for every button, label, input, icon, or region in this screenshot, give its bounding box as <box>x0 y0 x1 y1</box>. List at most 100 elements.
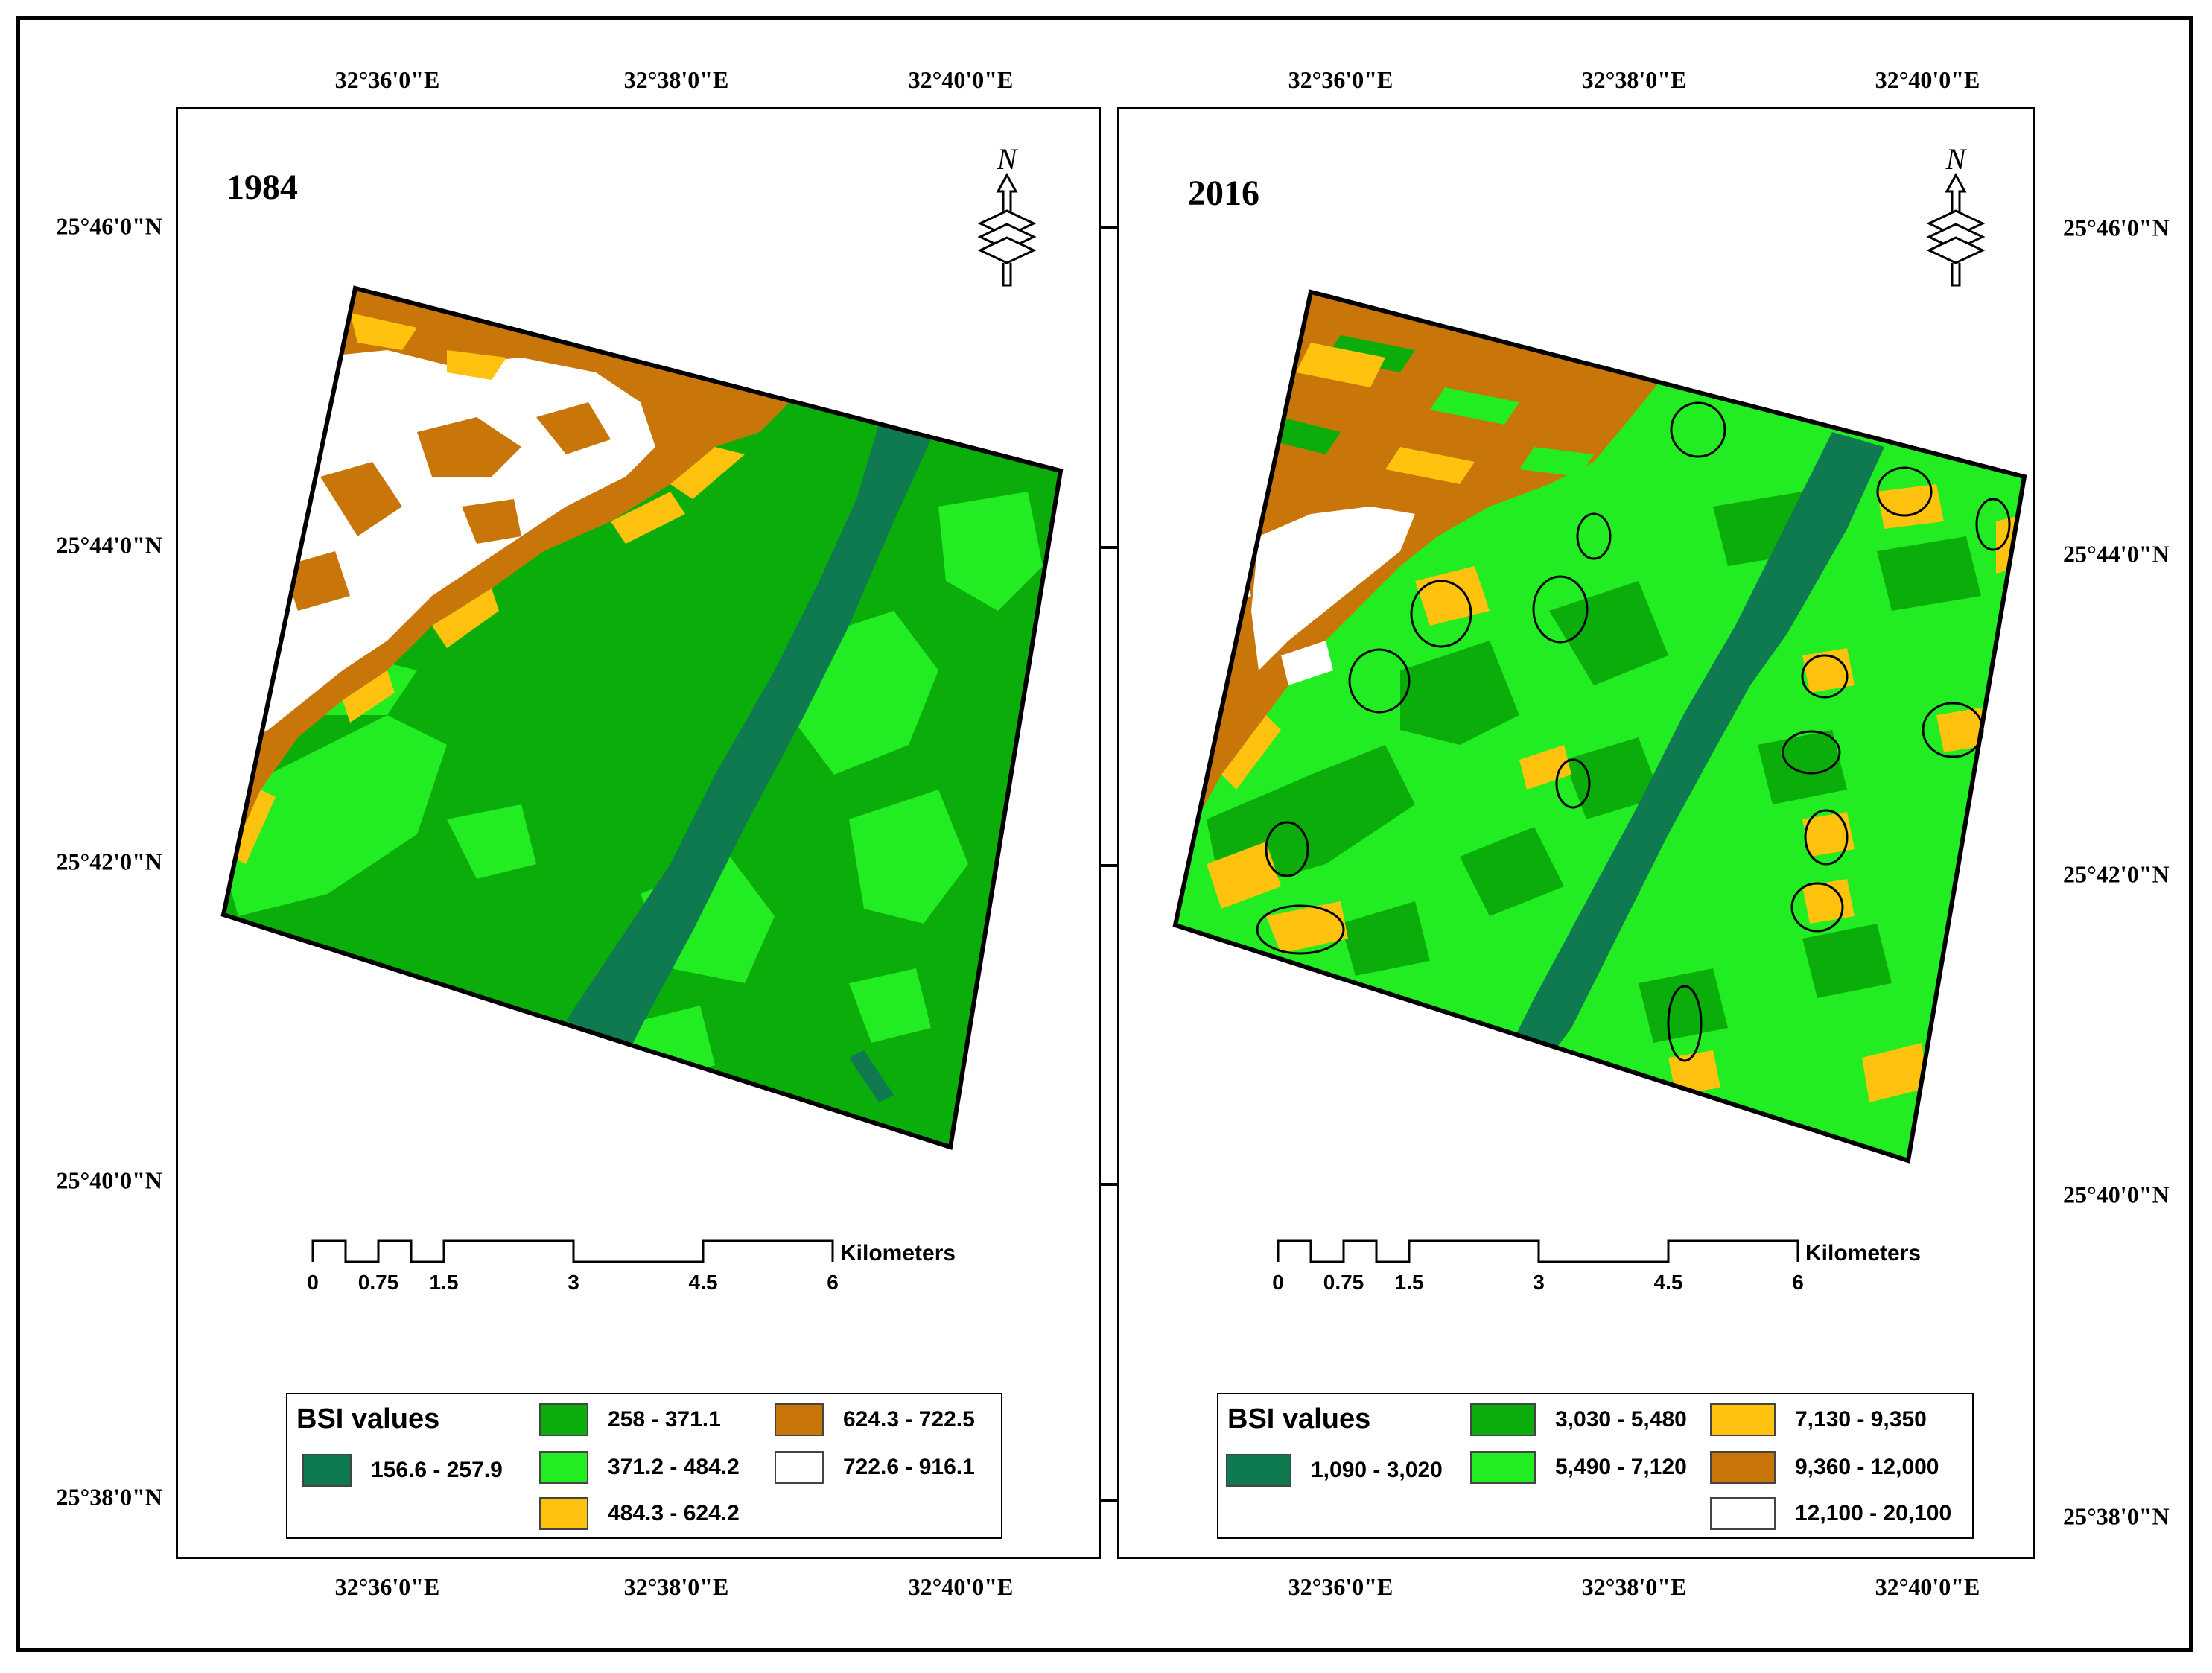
lon-label-top: 32°38'0"E <box>1581 66 1687 93</box>
legend-label: 156.6 - 257.9 <box>371 1458 503 1482</box>
lat-label-left: 25°38'0"N <box>56 1483 162 1511</box>
scale-tick-label: 1.5 <box>1394 1271 1424 1294</box>
graticule-tick <box>1101 546 1117 549</box>
change-ellipse <box>1790 882 1844 933</box>
legend-item: 5,490 - 7,120 <box>1470 1451 1687 1484</box>
graticule-tick <box>1101 226 1117 229</box>
lon-label-bottom: 32°40'0"E <box>1875 1573 1980 1600</box>
legend-swatch <box>539 1497 588 1530</box>
scale-tick-label: 4.5 <box>688 1271 718 1294</box>
scale-tick-label: 0.75 <box>1323 1271 1364 1294</box>
study-area-outline-2016 <box>1172 289 2027 1164</box>
change-ellipse <box>1876 466 1933 517</box>
lat-label-left: 25°44'0"N <box>56 531 162 559</box>
legend-item: 371.2 - 484.2 <box>539 1451 740 1484</box>
year-label-1984: 1984 <box>226 168 298 207</box>
legend-title: BSI values <box>296 1403 440 1435</box>
change-ellipse <box>1782 730 1841 775</box>
legend-swatch <box>775 1451 824 1484</box>
lon-label-top: 32°38'0"E <box>623 66 729 93</box>
scale-tick-label: 0 <box>307 1271 319 1294</box>
scale-tick-label: 3 <box>1533 1271 1545 1294</box>
lon-label-top: 32°36'0"E <box>1288 66 1393 93</box>
legend-item: 12,100 - 20,100 <box>1710 1497 1951 1530</box>
scale-tick-label: 3 <box>568 1271 579 1294</box>
graticule-tick <box>1101 1499 1117 1502</box>
legend-label: 484.3 - 624.2 <box>608 1501 740 1526</box>
legend-label: 722.6 - 916.1 <box>843 1455 975 1479</box>
lon-label-top: 32°40'0"E <box>1875 66 1980 93</box>
legend-label: 258 - 371.1 <box>608 1407 721 1432</box>
bsi-raster-1984 <box>223 288 1061 1147</box>
lat-label-right: 25°46'0"N <box>2063 214 2170 241</box>
graticule-tick <box>1101 1183 1117 1186</box>
north-arrow-icon: N <box>1926 142 1986 287</box>
legend-item: 1,090 - 3,020 <box>1226 1454 1443 1487</box>
bsi-raster-2016 <box>1175 292 2024 1161</box>
change-ellipse <box>1975 498 2011 551</box>
change-ellipse <box>1801 654 1849 699</box>
legend-swatch <box>1226 1454 1291 1487</box>
change-ellipse <box>1670 401 1726 458</box>
change-ellipse <box>1555 758 1591 809</box>
lon-label-bottom: 32°36'0"E <box>1288 1573 1393 1600</box>
legend-swatch <box>775 1403 824 1436</box>
scale-bar-graphic-2016 <box>1277 1239 1799 1263</box>
figure-frame <box>16 16 2193 1652</box>
legend-item: 156.6 - 257.9 <box>302 1454 503 1487</box>
change-ellipse <box>1348 648 1411 714</box>
scale-tick-label: 4.5 <box>1653 1271 1683 1294</box>
legend-item: 484.3 - 624.2 <box>539 1497 740 1530</box>
legend-item: 722.6 - 916.1 <box>775 1451 975 1484</box>
legend-label: 3,030 - 5,480 <box>1555 1407 1687 1432</box>
lat-label-right: 25°40'0"N <box>2063 1181 2170 1208</box>
legend-label: 624.3 - 722.5 <box>843 1407 975 1432</box>
scale-tick-label: 1.5 <box>429 1271 459 1294</box>
legend-label: 5,490 - 7,120 <box>1555 1455 1687 1479</box>
change-ellipse <box>1922 702 1984 758</box>
change-ellipse <box>1667 985 1703 1062</box>
change-highlight-ellipses <box>1256 401 2011 1062</box>
lat-label-left: 25°40'0"N <box>56 1166 162 1194</box>
lon-label-bottom: 32°38'0"E <box>1581 1573 1687 1600</box>
legend-swatch <box>1470 1403 1536 1436</box>
change-ellipse <box>1265 821 1309 877</box>
study-area-outline-1984 <box>220 285 1064 1150</box>
change-ellipse <box>1256 904 1345 955</box>
legend-label: 9,360 - 12,000 <box>1795 1455 1939 1479</box>
lat-label-left: 25°46'0"N <box>56 212 162 240</box>
north-arrow-label: N <box>1945 142 1968 176</box>
scale-tick-label: 6 <box>827 1271 839 1294</box>
scale-tick-label: 0.75 <box>357 1271 399 1294</box>
scale-bar-graphic-1984 <box>311 1239 834 1263</box>
scale-unit-label: Kilometers <box>840 1241 956 1266</box>
lat-label-left: 25°42'0"N <box>56 848 162 875</box>
lon-label-bottom: 32°36'0"E <box>334 1573 440 1600</box>
lat-label-right: 25°44'0"N <box>2063 540 2170 568</box>
legend-swatch <box>1470 1451 1536 1484</box>
legend-label: 7,130 - 9,350 <box>1795 1407 1927 1432</box>
legend-swatch <box>302 1454 352 1487</box>
legend-swatch <box>1710 1451 1776 1484</box>
north-arrow-icon: N <box>977 142 1037 287</box>
legend-2016: BSI values 1,090 - 3,020 3,030 - 5,480 5… <box>1217 1393 1974 1539</box>
legend-label: 371.2 - 484.2 <box>608 1455 740 1479</box>
legend-label: 1,090 - 3,020 <box>1311 1458 1443 1482</box>
lon-label-top: 32°36'0"E <box>334 66 440 93</box>
legend-swatch <box>1710 1497 1776 1530</box>
lat-label-right: 25°38'0"N <box>2063 1502 2170 1530</box>
legend-item: 3,030 - 5,480 <box>1470 1403 1687 1436</box>
legend-label: 12,100 - 20,100 <box>1795 1501 1952 1526</box>
scale-unit-label: Kilometers <box>1805 1241 1922 1266</box>
legend-1984: BSI values 156.6 - 257.9 258 - 371.1 371… <box>286 1393 1002 1539</box>
lat-label-right: 25°42'0"N <box>2063 860 2170 888</box>
legend-item: 624.3 - 722.5 <box>775 1403 975 1436</box>
change-ellipse <box>1410 580 1472 648</box>
scale-tick-label: 6 <box>1792 1271 1804 1294</box>
legend-item: 258 - 371.1 <box>539 1403 721 1436</box>
change-ellipse <box>1576 512 1612 560</box>
legend-swatch <box>539 1451 588 1484</box>
legend-item: 9,360 - 12,000 <box>1710 1451 1939 1484</box>
lon-label-bottom: 32°40'0"E <box>908 1573 1014 1600</box>
